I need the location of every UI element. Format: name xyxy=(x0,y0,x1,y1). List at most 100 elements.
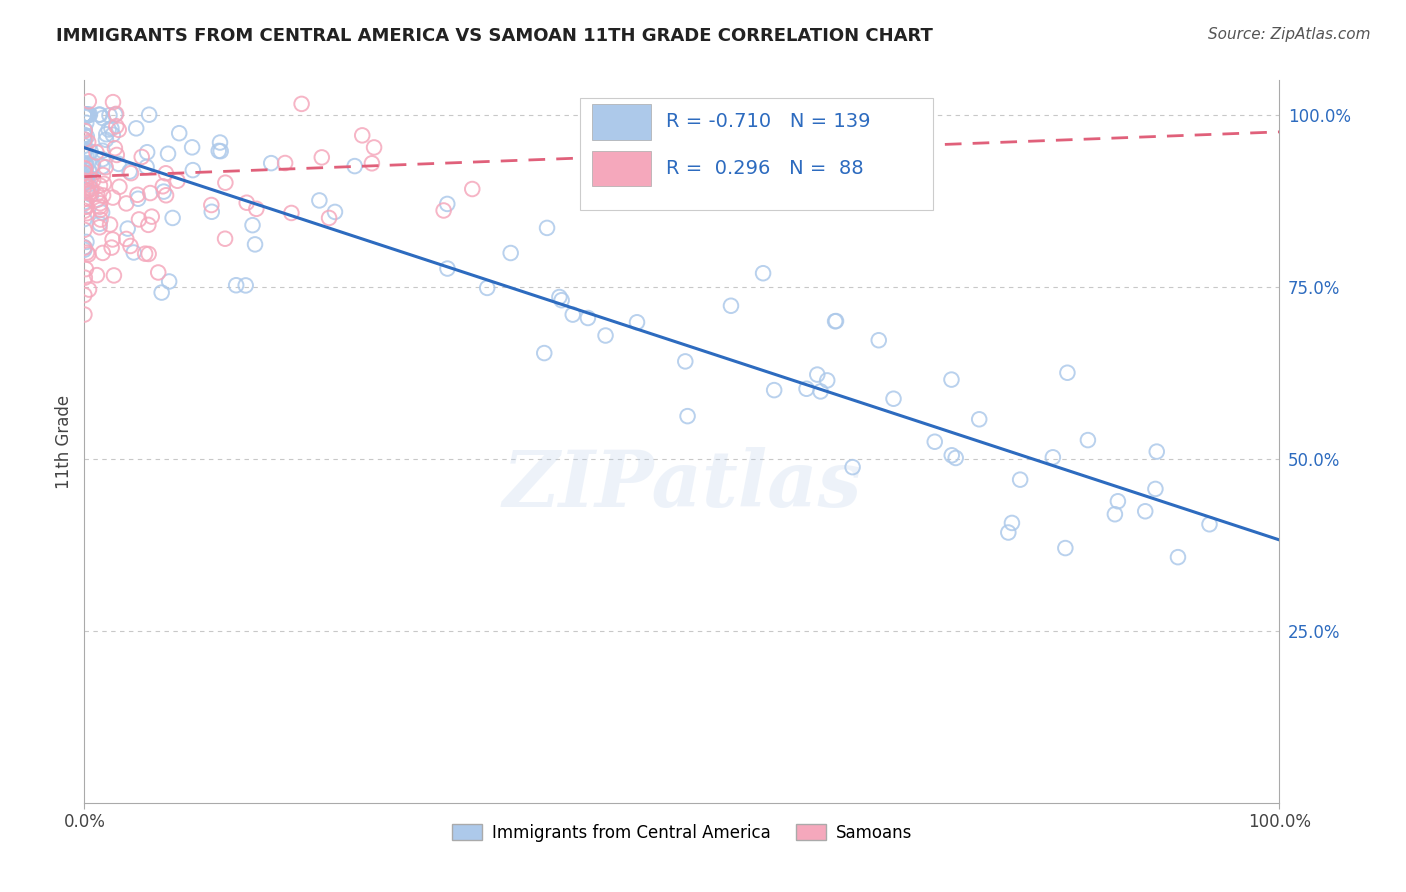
Point xyxy=(91,160,114,174)
Point xyxy=(1104,507,1126,521)
Point xyxy=(105,107,128,121)
Point xyxy=(967,412,990,426)
Point xyxy=(73,243,96,257)
Point xyxy=(73,108,96,122)
Point xyxy=(235,195,257,210)
Point xyxy=(1077,433,1099,447)
Point xyxy=(128,212,150,227)
Point xyxy=(75,143,97,157)
Point xyxy=(548,290,571,304)
Point xyxy=(89,220,111,235)
Point xyxy=(73,108,96,122)
Point xyxy=(91,205,114,219)
Text: R = -0.710   N = 139: R = -0.710 N = 139 xyxy=(666,112,870,131)
Point xyxy=(79,145,101,159)
Point xyxy=(115,196,138,211)
Point xyxy=(73,174,96,188)
Point xyxy=(73,128,96,142)
Point xyxy=(1198,517,1220,532)
Point xyxy=(73,138,96,153)
Point xyxy=(208,144,231,158)
Point xyxy=(89,217,111,231)
Point xyxy=(323,205,346,219)
Point xyxy=(75,235,97,249)
Point xyxy=(941,373,963,387)
Point xyxy=(73,212,96,227)
Point xyxy=(533,346,555,360)
Point xyxy=(86,268,108,282)
Point xyxy=(868,333,890,347)
Point xyxy=(752,266,775,280)
Point xyxy=(561,308,583,322)
Point xyxy=(73,161,96,175)
Point xyxy=(82,173,104,187)
Point xyxy=(76,108,98,122)
Point xyxy=(73,108,96,122)
Point xyxy=(676,409,699,424)
FancyBboxPatch shape xyxy=(592,104,651,139)
Point xyxy=(361,156,384,170)
Point xyxy=(225,278,247,293)
Point xyxy=(105,148,128,162)
Point xyxy=(91,168,114,182)
Point xyxy=(815,373,838,387)
Point xyxy=(673,354,696,368)
Point xyxy=(80,187,103,202)
Point xyxy=(91,144,114,158)
Point xyxy=(763,383,786,397)
Text: ZIPatlas: ZIPatlas xyxy=(502,447,862,523)
Point xyxy=(436,261,458,276)
Point xyxy=(75,116,97,130)
Point xyxy=(73,108,96,122)
Point xyxy=(120,166,142,180)
Point xyxy=(75,176,97,190)
Point xyxy=(352,128,374,143)
Point xyxy=(104,108,127,122)
Point xyxy=(945,450,967,465)
Point xyxy=(75,175,97,189)
Point xyxy=(90,212,112,227)
Point xyxy=(75,108,97,122)
Point xyxy=(924,434,946,449)
Point xyxy=(73,270,96,285)
Point xyxy=(76,206,98,220)
Point xyxy=(274,156,297,170)
Point xyxy=(77,184,100,198)
Point xyxy=(89,200,111,214)
Point xyxy=(243,237,266,252)
Point xyxy=(166,174,188,188)
Point xyxy=(73,308,96,322)
Point xyxy=(576,310,599,325)
Point xyxy=(75,156,97,170)
Point xyxy=(76,184,98,198)
Point xyxy=(91,246,114,260)
Point xyxy=(73,133,96,147)
Point xyxy=(98,218,121,232)
Point xyxy=(101,232,124,246)
Point xyxy=(77,95,100,109)
Point xyxy=(155,188,177,202)
Point xyxy=(1010,473,1032,487)
Point xyxy=(806,368,828,382)
Point xyxy=(100,241,122,255)
Point xyxy=(841,460,863,475)
Point xyxy=(93,177,115,191)
Point xyxy=(1146,444,1168,458)
Point xyxy=(79,165,101,179)
Point xyxy=(73,223,96,237)
Point xyxy=(1135,504,1157,518)
Point xyxy=(181,140,204,154)
Point xyxy=(80,185,103,199)
Point xyxy=(214,232,236,246)
Point xyxy=(73,124,96,138)
Point xyxy=(127,192,149,206)
Point xyxy=(127,187,149,202)
Point xyxy=(436,197,458,211)
Point xyxy=(139,186,162,200)
Point xyxy=(86,193,108,207)
Point xyxy=(86,186,108,201)
Point xyxy=(73,240,96,254)
Point xyxy=(200,198,222,212)
Point xyxy=(308,194,330,208)
Point xyxy=(91,152,114,166)
